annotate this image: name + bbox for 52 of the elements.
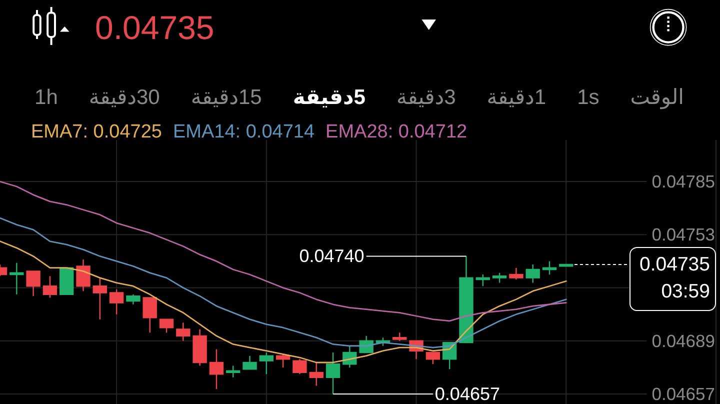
candlestick — [292, 358, 307, 375]
candlestick — [60, 267, 74, 296]
y-tick-label: 0.04753 — [652, 224, 715, 245]
candlestick — [142, 297, 157, 334]
candlestick — [109, 288, 124, 315]
candlestick — [209, 348, 224, 390]
candlestick — [192, 328, 207, 366]
candlestick — [459, 256, 474, 344]
text: 30دقيقة — [88, 85, 160, 111]
candlestick — [26, 270, 40, 297]
candlestick — [159, 318, 174, 334]
y-tick-label: 0.04657 — [652, 384, 715, 404]
candlestick — [176, 322, 190, 342]
text: 03:59 — [661, 280, 710, 303]
text: EMA28: 0.04712 — [326, 122, 468, 142]
candlestick — [226, 365, 240, 378]
candlestick — [392, 332, 407, 342]
text: 1h — [34, 85, 58, 111]
y-tick-label: 0.04785 — [652, 172, 715, 192]
line-series — [0, 180, 567, 322]
candlestick — [559, 264, 574, 267]
candlestick — [92, 277, 107, 320]
candlestick — [542, 260, 557, 276]
y-tick-label: 0.04689 — [652, 330, 715, 351]
candlestick — [309, 362, 324, 386]
annotation: 0.04740 — [299, 246, 364, 266]
text: 15دقيقة — [190, 85, 262, 111]
line-series — [0, 240, 567, 364]
text: الوقت — [630, 85, 684, 111]
text: 1s — [577, 85, 600, 111]
candlestick — [242, 355, 257, 370]
candlestick — [526, 264, 540, 284]
text: 5دقيقة — [292, 85, 366, 111]
candlestick — [276, 354, 290, 368]
candlestick — [126, 294, 140, 305]
candlestick — [42, 276, 58, 298]
text: 1دقيقة — [486, 85, 546, 111]
candlestick — [426, 352, 440, 365]
candlestick — [509, 267, 524, 280]
annotation: 0.04657 — [434, 384, 500, 404]
candlestick — [259, 352, 274, 375]
text: 0.04735 — [640, 254, 710, 276]
text: EMA7: 0.04725 — [31, 122, 162, 142]
candlestick — [76, 258, 90, 292]
candlestick — [476, 274, 490, 287]
text: 0.04735 — [95, 9, 214, 46]
candlestick — [492, 272, 507, 284]
text: EMA14: 0.04714 — [172, 122, 315, 142]
candlestick — [326, 352, 340, 395]
text: 3دقيقة — [396, 85, 456, 111]
candlestick — [10, 262, 24, 296]
line-series — [0, 217, 567, 348]
